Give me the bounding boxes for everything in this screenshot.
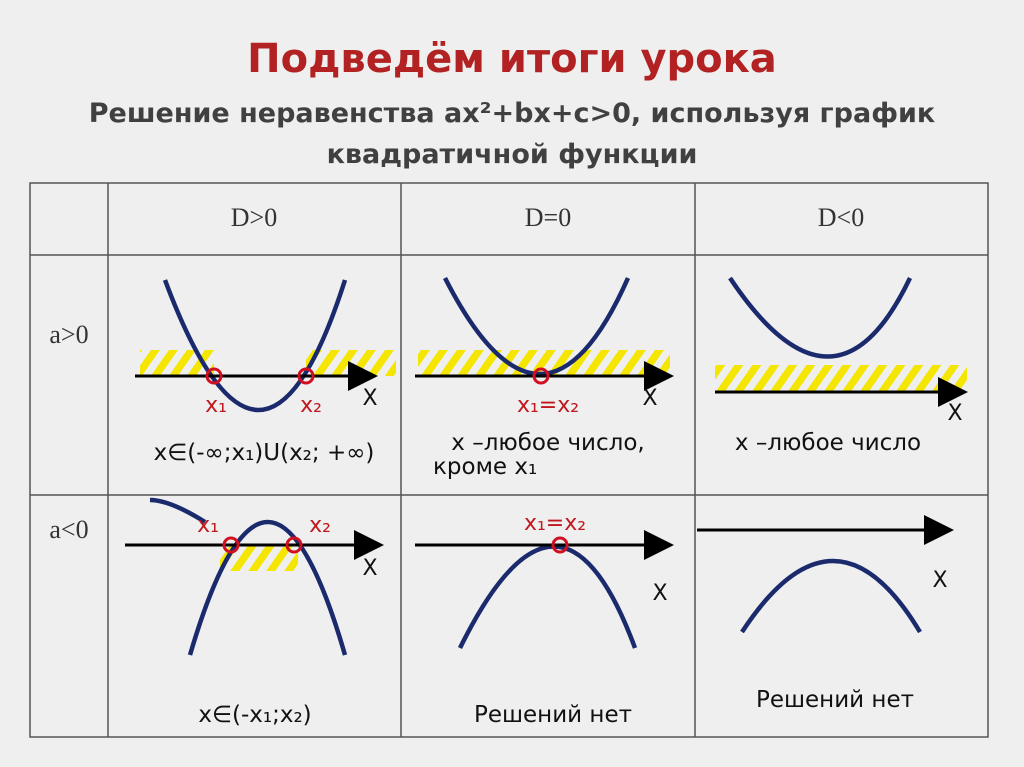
axis-label: X bbox=[932, 568, 947, 593]
graph bbox=[715, 276, 968, 407]
answer: Решений нет bbox=[756, 687, 914, 713]
graph bbox=[135, 279, 396, 412]
table-grid bbox=[29, 182, 989, 738]
root-label: x₁=x₂ bbox=[517, 393, 579, 418]
answer: Решений нет bbox=[474, 702, 632, 728]
root-label: x₂ bbox=[300, 393, 322, 418]
axis-label: X bbox=[652, 581, 667, 606]
subtitle: Решение неравенства ax²+bx+c>0, использу… bbox=[89, 98, 936, 129]
root-label: x₁=x₂ bbox=[524, 511, 586, 536]
axis-label: X bbox=[362, 556, 377, 581]
axis-label: X bbox=[362, 386, 377, 411]
title: Подведём итоги урока bbox=[247, 36, 777, 82]
axis-label: X bbox=[947, 401, 962, 426]
answer: кроме x₁ bbox=[433, 454, 537, 480]
answer: x –любое число bbox=[735, 430, 921, 456]
axis-label: X bbox=[642, 386, 657, 411]
column-header: D<0 bbox=[818, 203, 864, 232]
graph bbox=[415, 276, 674, 391]
answer: x∈(-x₁;x₂) bbox=[198, 702, 311, 728]
answer: x –любое число, bbox=[451, 430, 644, 456]
graph bbox=[415, 530, 674, 649]
row-header: a<0 bbox=[49, 515, 88, 544]
graph bbox=[697, 515, 954, 634]
root-label: x₂ bbox=[309, 513, 331, 538]
answer: x∈(-∞;x₁)U(x₂; +∞) bbox=[154, 440, 375, 466]
root-label: x₁ bbox=[197, 513, 219, 538]
column-header: D>0 bbox=[231, 203, 277, 232]
subtitle: квадратичной функции bbox=[327, 139, 698, 170]
column-header: D=0 bbox=[525, 203, 571, 232]
graph bbox=[125, 497, 384, 656]
row-header: a>0 bbox=[49, 320, 88, 349]
root-label: x₁ bbox=[205, 393, 227, 418]
